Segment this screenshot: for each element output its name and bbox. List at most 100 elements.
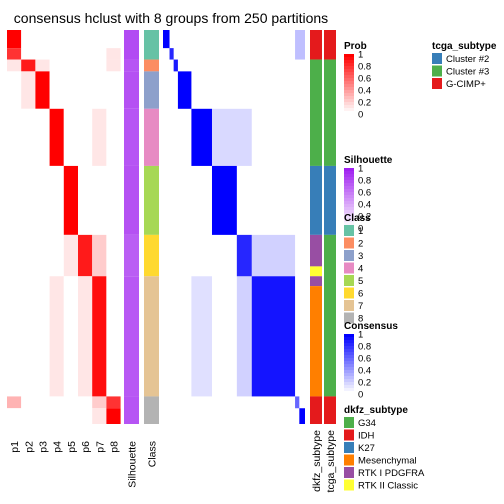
dkfz-subtype-cell [310, 165, 322, 235]
class-legend-swatch [344, 300, 354, 311]
consensus-legend-swatch [344, 391, 354, 395]
consensus-offdiag-cell [295, 30, 305, 60]
prob-cell [7, 59, 22, 72]
prob-cell [106, 71, 121, 109]
prob-cell [63, 276, 78, 397]
prob-cell [106, 108, 121, 166]
consensus-block [211, 165, 237, 235]
prob-legend-swatch [344, 96, 354, 100]
prob-cell [92, 108, 107, 166]
prob-column-label: p8 [109, 441, 121, 453]
silhouette-legend-tick: 0.8 [358, 176, 371, 187]
consensus-offdiag-cell [236, 276, 252, 397]
consensus-legend-swatch [344, 388, 354, 392]
consensus-legend-swatch [344, 358, 354, 362]
prob-cell [63, 396, 78, 409]
prob-cell [7, 30, 22, 49]
prob-legend-tick: 0.8 [358, 62, 371, 73]
prob-cell [106, 396, 121, 409]
tcga-subtype-cell [324, 234, 336, 397]
prob-cell [106, 48, 121, 60]
dkfz-legend-swatch [344, 429, 354, 441]
silhouette-cell [124, 59, 139, 72]
prob-cell [49, 59, 64, 72]
consensus-legend-tick: 0.6 [358, 354, 371, 365]
class-legend-item: 4 [358, 264, 363, 275]
consensus-legend-swatch [344, 379, 354, 383]
prob-legend-swatch [344, 99, 354, 103]
prob-legend-swatch [344, 75, 354, 79]
class-legend-swatch [344, 287, 354, 299]
silhouette-cell [124, 165, 139, 235]
class-legend-item: 3 [358, 251, 363, 262]
prob-cell [35, 165, 50, 235]
class-label: Class [147, 441, 159, 467]
prob-column-label: p1 [9, 441, 21, 453]
prob-cell [49, 165, 64, 235]
prob-cell [106, 165, 121, 235]
prob-cell [49, 30, 64, 49]
dkfz-subtype-cell [310, 396, 322, 424]
silhouette-cell [124, 396, 139, 424]
prob-legend-tick: 0.4 [358, 86, 371, 97]
silhouette-legend-swatch [344, 177, 354, 181]
consensus-legend-swatch [344, 340, 354, 344]
prob-cell [92, 165, 107, 235]
prob-cell [63, 30, 78, 49]
prob-cell [49, 71, 64, 109]
prob-legend-swatch [344, 111, 354, 115]
class-cell [144, 30, 159, 60]
dkfz-subtype-cell [310, 276, 322, 287]
class-cell [144, 165, 159, 235]
prob-legend-swatch [344, 105, 354, 109]
prob-cell [35, 59, 50, 72]
prob-cell [63, 408, 78, 424]
prob-cell [63, 48, 78, 60]
consensus-legend-tick: 0.8 [358, 342, 371, 353]
prob-column-label: p5 [66, 441, 78, 453]
prob-cell [92, 59, 107, 72]
prob-cell [35, 276, 50, 397]
tcga-legend-item: G-CIMP+ [446, 79, 486, 90]
prob-legend-swatch [344, 81, 354, 85]
dkfz-legend-item: K27 [358, 443, 375, 454]
consensus-legend-swatch [344, 334, 354, 338]
silhouette-legend-swatch [344, 207, 354, 211]
dkfz-legend-item: G34 [358, 418, 376, 429]
prob-cell [49, 48, 64, 60]
prob-legend-swatch [344, 63, 354, 67]
consensus-block [173, 59, 178, 72]
consensus-block [169, 48, 174, 60]
prob-cell [35, 108, 50, 166]
class-legend-swatch [344, 275, 354, 286]
prob-legend-swatch [344, 57, 354, 61]
class-legend-item: 2 [358, 239, 363, 250]
dkfz-legend-swatch [344, 417, 354, 428]
consensus-legend-title: Consensus [344, 321, 398, 332]
prob-legend-swatch [344, 84, 354, 88]
class-cell [144, 108, 159, 166]
dkfz-subtype-cell [310, 234, 322, 267]
silhouette-cell [124, 234, 139, 277]
silhouette-legend-swatch [344, 186, 354, 190]
dkfz-legend-item: RTK II Classic [358, 481, 418, 492]
dkfz-legend-swatch [344, 454, 354, 466]
prob-cell [35, 234, 50, 277]
prob-cell [35, 48, 50, 60]
silhouette-cell [124, 30, 139, 60]
prob-cell [21, 165, 36, 235]
prob-legend-swatch [344, 69, 354, 73]
prob-cell [49, 396, 64, 409]
consensus-offdiag-cell [191, 276, 212, 397]
consensus-legend-swatch [344, 367, 354, 371]
prob-legend-tick: 0 [358, 110, 363, 121]
prob-cell [21, 396, 36, 409]
consensus-legend-swatch [344, 370, 354, 374]
prob-cell [78, 234, 93, 277]
prob-cell [106, 234, 121, 277]
prob-legend-swatch [344, 102, 354, 106]
dkfz-subtype-cell [310, 30, 322, 60]
consensus-legend-swatch [344, 352, 354, 356]
prob-cell [78, 59, 93, 72]
class-legend-swatch [344, 250, 354, 261]
